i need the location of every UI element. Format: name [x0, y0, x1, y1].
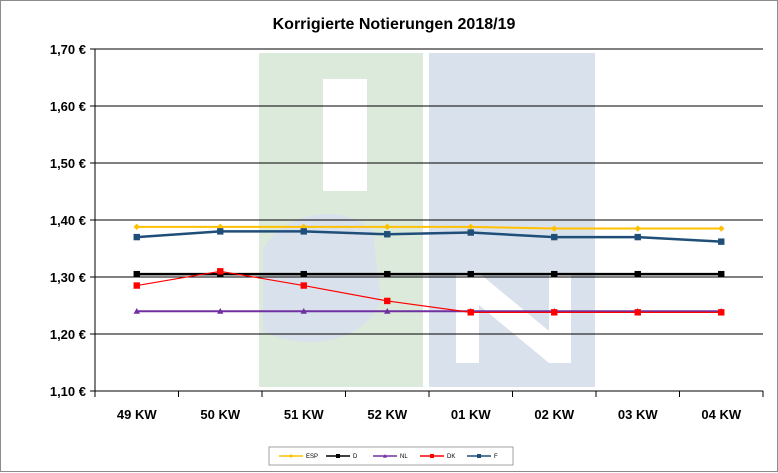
y-tick-label: 1,20 €	[50, 327, 86, 342]
legend: ESP D NL DK F	[268, 446, 514, 466]
x-tick-label: 49 KW	[117, 407, 157, 422]
series-dk	[133, 268, 725, 316]
data-point	[133, 233, 140, 241]
data-point	[133, 308, 140, 314]
legend-label: NL	[400, 454, 408, 460]
data-point	[300, 270, 307, 278]
data-point	[217, 223, 224, 231]
legend-item-d: D	[326, 454, 358, 460]
x-tick-label: 50 KW	[200, 407, 240, 422]
chart-title: Korrigierte Notierungen 2018/19	[273, 16, 516, 33]
data-point	[718, 309, 725, 316]
data-point	[300, 228, 307, 235]
x-tick-label: 51 KW	[284, 407, 324, 422]
series-group	[133, 223, 725, 316]
data-point	[383, 454, 387, 458]
data-point	[467, 229, 474, 236]
data-point	[384, 231, 391, 238]
data-point	[467, 270, 474, 278]
data-point	[133, 223, 140, 231]
logo-letter-n	[456, 273, 571, 363]
data-point	[467, 309, 474, 316]
data-point	[300, 223, 307, 231]
legend-item-f: F	[467, 454, 498, 460]
data-point	[336, 454, 340, 458]
series-line	[136, 230, 722, 243]
logo-letter-s	[263, 214, 381, 343]
y-tick-label: 1,40 €	[50, 213, 86, 228]
x-tick-label: 52 KW	[367, 407, 407, 422]
data-point	[384, 297, 391, 305]
y-tick-label: 1,30 €	[50, 270, 86, 285]
legend-item-nl: NL	[373, 454, 408, 460]
data-point	[133, 270, 140, 278]
x-tick-label: 01 KW	[451, 407, 491, 422]
data-point	[551, 225, 558, 232]
data-point	[551, 233, 558, 241]
data-point	[430, 454, 434, 458]
data-point	[384, 270, 391, 278]
gridlines	[90, 48, 763, 392]
data-point	[634, 270, 641, 278]
series-f	[133, 228, 725, 245]
data-point	[217, 228, 224, 235]
logo-letter-i	[323, 79, 367, 191]
x-tick-label: 02 KW	[534, 407, 574, 422]
data-point	[300, 282, 307, 289]
data-point	[634, 233, 641, 241]
data-point	[217, 308, 224, 314]
legend-label: ESP	[306, 454, 318, 460]
data-point	[289, 454, 293, 458]
series-line	[136, 270, 722, 313]
y-tick-label: 1,10 €	[50, 384, 86, 399]
data-point	[634, 225, 641, 232]
tick-labels: 1,10 € 1,20 € 1,30 € 1,40 € 1,50 € 1,60 € 1,70…	[50, 42, 742, 422]
data-point	[477, 454, 481, 458]
legend-label: F	[494, 454, 498, 460]
data-point	[551, 270, 558, 278]
x-tick-label: 04 KW	[701, 407, 741, 422]
data-point	[384, 308, 391, 314]
legend-label: DK	[447, 454, 455, 460]
data-point	[384, 223, 391, 231]
y-tick-label: 1,70 €	[50, 42, 86, 57]
series-esp	[133, 223, 725, 232]
y-tick-label: 1,60 €	[50, 99, 86, 114]
data-point	[551, 309, 558, 316]
axes	[94, 49, 764, 397]
data-point	[467, 223, 474, 231]
legend-label: D	[353, 454, 358, 460]
data-point	[217, 268, 224, 275]
legend-item-esp: ESP	[279, 454, 318, 460]
y-tick-label: 1,50 €	[50, 156, 86, 171]
data-point	[718, 270, 725, 278]
data-point	[718, 225, 725, 232]
series-line	[136, 225, 722, 230]
x-tick-label: 03 KW	[618, 407, 658, 422]
legend-item-dk: DK	[420, 454, 455, 460]
data-point	[300, 308, 307, 314]
data-point	[634, 309, 641, 316]
data-point	[133, 282, 140, 289]
data-point	[718, 238, 725, 245]
